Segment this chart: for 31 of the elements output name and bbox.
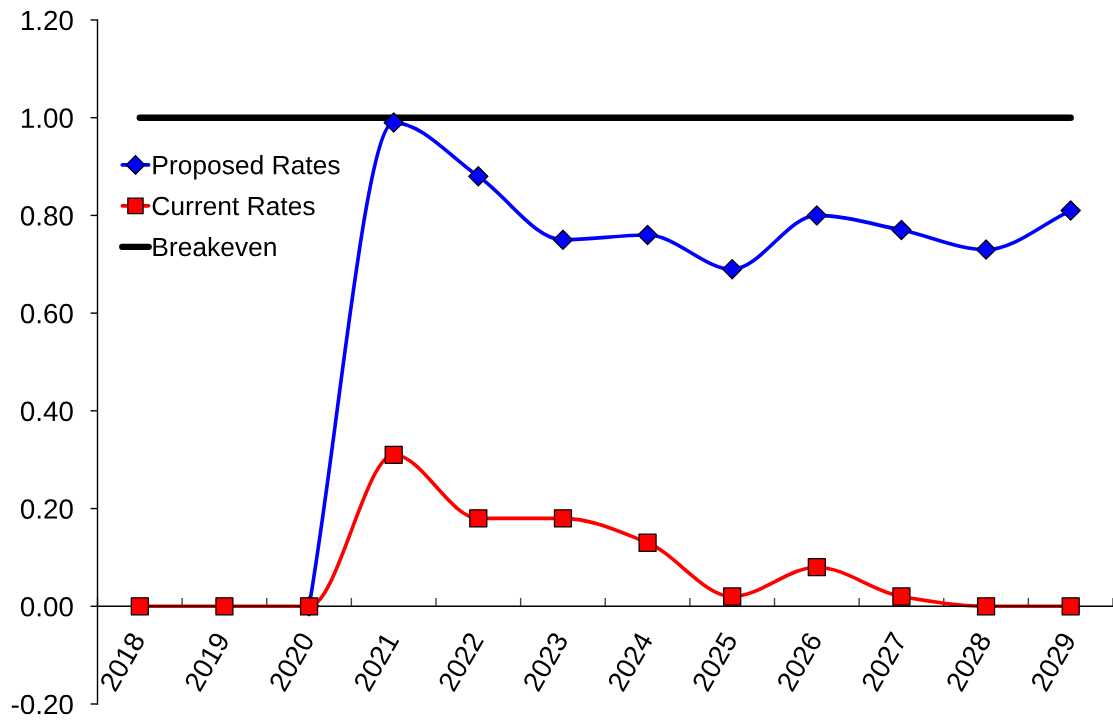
point	[637, 224, 658, 246]
point	[468, 166, 489, 187]
y-tick-label: 0.20	[20, 499, 73, 519]
y-tick-label: 1.20	[21, 10, 73, 31]
point	[723, 587, 742, 606]
point	[469, 509, 488, 528]
point	[891, 219, 912, 241]
legend-label: Breakeven	[153, 236, 276, 257]
point	[552, 229, 574, 251]
legend-label: Current Rates	[152, 196, 315, 216]
point	[806, 205, 828, 226]
point	[1061, 597, 1080, 616]
point	[553, 509, 573, 528]
point	[383, 112, 404, 133]
y-tick-label: 0.60	[20, 303, 73, 324]
y-tick-label: 1.00	[21, 108, 73, 129]
y-tick-label: 0.00	[20, 596, 73, 617]
y-tick-label: 0.40	[20, 401, 73, 422]
point	[975, 239, 997, 260]
point	[721, 258, 743, 280]
point	[1060, 200, 1081, 221]
point	[130, 597, 149, 616]
y-tick-label: -0.20	[11, 694, 73, 715]
point	[384, 445, 403, 464]
y-tick-label: 0.80	[20, 206, 73, 226]
point	[215, 597, 234, 616]
point	[892, 587, 911, 606]
point	[638, 533, 657, 552]
point	[807, 558, 826, 577]
legend-label: Proposed Rates	[153, 155, 340, 180]
point	[976, 597, 996, 616]
